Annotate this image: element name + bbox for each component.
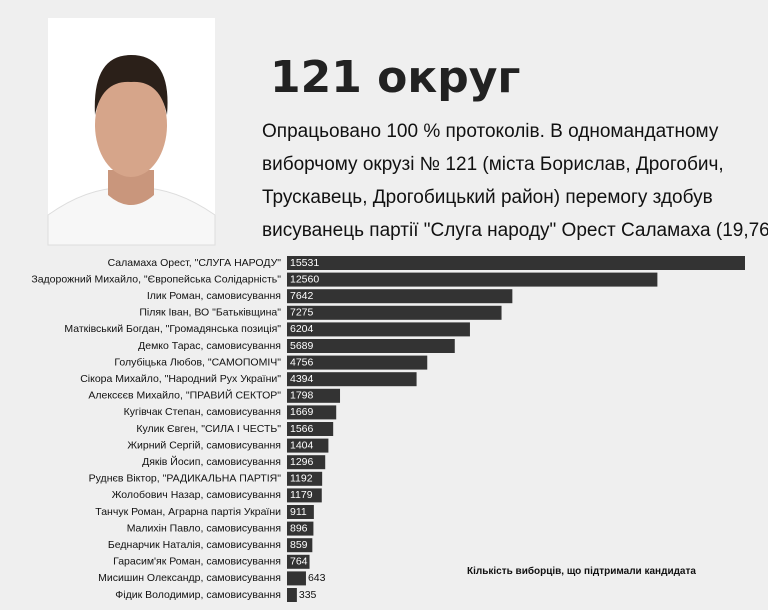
annotation: Кількість виборців, що підтримали кандид… (467, 565, 696, 577)
value-label: 7642 (290, 290, 314, 302)
y-tick-label: Гарасим'як Роман, самовисування (113, 556, 281, 568)
bar (287, 422, 334, 436)
value-label: 911 (290, 506, 307, 518)
value-label: 1404 (290, 439, 314, 451)
bar (287, 372, 417, 387)
bar (287, 488, 322, 503)
bar (287, 339, 455, 353)
bar (287, 272, 658, 287)
y-tick-label: Матківський Богдан, "Громадянська позиці… (64, 323, 281, 335)
y-tick-label: Демко Тарас, самовисування (138, 340, 281, 352)
value-label: 12560 (290, 273, 319, 285)
value-label: 896 (290, 522, 308, 534)
bar (287, 554, 310, 569)
y-tick-label: Руднєв Віктор, "РАДИКАЛЬНА ПАРТІЯ" (89, 473, 282, 485)
y-tick-label: Мисишин Олександр, самовисування (98, 572, 281, 584)
subtitle-line: висуванець партії "Слуга народу" Орест С… (262, 220, 768, 241)
y-tick-label: Кугівчак Степан, самовисування (124, 406, 281, 418)
bar (287, 471, 323, 486)
value-label: 1669 (290, 406, 314, 418)
y-tick-label: Фідик Володимир, самовисування (115, 589, 281, 601)
bar (287, 505, 314, 519)
value-label: 335 (299, 589, 317, 601)
bar (287, 571, 306, 586)
chart-title: 121 округ (270, 52, 520, 103)
value-label: 4756 (290, 356, 314, 368)
y-tick-label: Жолобович Назар, самовисування (112, 489, 281, 501)
value-label: 1566 (290, 423, 314, 435)
y-tick-label: Задорожний Михайло, "Європейська Солідар… (31, 273, 281, 285)
bar (287, 322, 470, 337)
value-label: 1192 (290, 473, 313, 485)
subtitle-line: Трускавець, Дрогобицький район) перемогу… (262, 187, 713, 208)
bar (287, 355, 428, 370)
value-label: 7275 (290, 307, 314, 319)
y-tick-label: Дяків Йосип, самовисування (142, 455, 281, 468)
y-tick-label: Танчук Роман, Аграрна партія України (95, 506, 281, 518)
value-label: 15531 (290, 257, 319, 269)
bar (287, 405, 337, 420)
subtitle-line: Опрацьовано 100 % протоколів. В одноманд… (262, 121, 719, 142)
y-tick-label: Кулик Євген, "СИЛА І ЧЕСТЬ" (136, 423, 281, 435)
y-tick-label: Беднарчик Наталія, самовисування (108, 539, 281, 551)
bar (287, 289, 513, 304)
subtitle-line: виборчому окрузі № 121 (міста Борислав, … (262, 154, 724, 175)
value-label: 1798 (290, 390, 314, 402)
value-label: 1296 (290, 456, 314, 468)
bar (287, 521, 314, 536)
y-tick-label: Жирний Сергій, самовисування (127, 439, 281, 451)
y-tick-label: Малихін Павло, самовисування (127, 522, 281, 534)
value-label: 6204 (290, 323, 314, 335)
bar (287, 588, 297, 602)
value-label: 1179 (290, 489, 313, 501)
y-tick-label: Саламаха Орест, "СЛУГА НАРОДУ" (108, 257, 282, 269)
y-tick-label: Сікора Михайло, "Народний Рух України" (80, 373, 281, 385)
bar (287, 455, 326, 470)
y-tick-label: Алексєєв Михайло, "ПРАВИЙ СЕКТОР" (88, 389, 281, 402)
value-label: 643 (308, 572, 326, 584)
value-label: 859 (290, 539, 308, 551)
value-label: 4394 (290, 373, 314, 385)
value-label: 5689 (290, 340, 314, 352)
y-tick-label: Піляк Іван, ВО "Батьківщина" (139, 307, 281, 319)
y-tick-label: Голубіцька Любов, "САМОПОМІЧ" (114, 356, 281, 368)
bar (287, 256, 745, 270)
bar (287, 388, 341, 403)
bar (287, 538, 313, 553)
photo (47, 18, 216, 246)
bar (287, 305, 502, 320)
value-label: 764 (290, 556, 308, 568)
bar (287, 438, 329, 453)
y-tick-label: Ілик Роман, самовисування (147, 290, 281, 302)
